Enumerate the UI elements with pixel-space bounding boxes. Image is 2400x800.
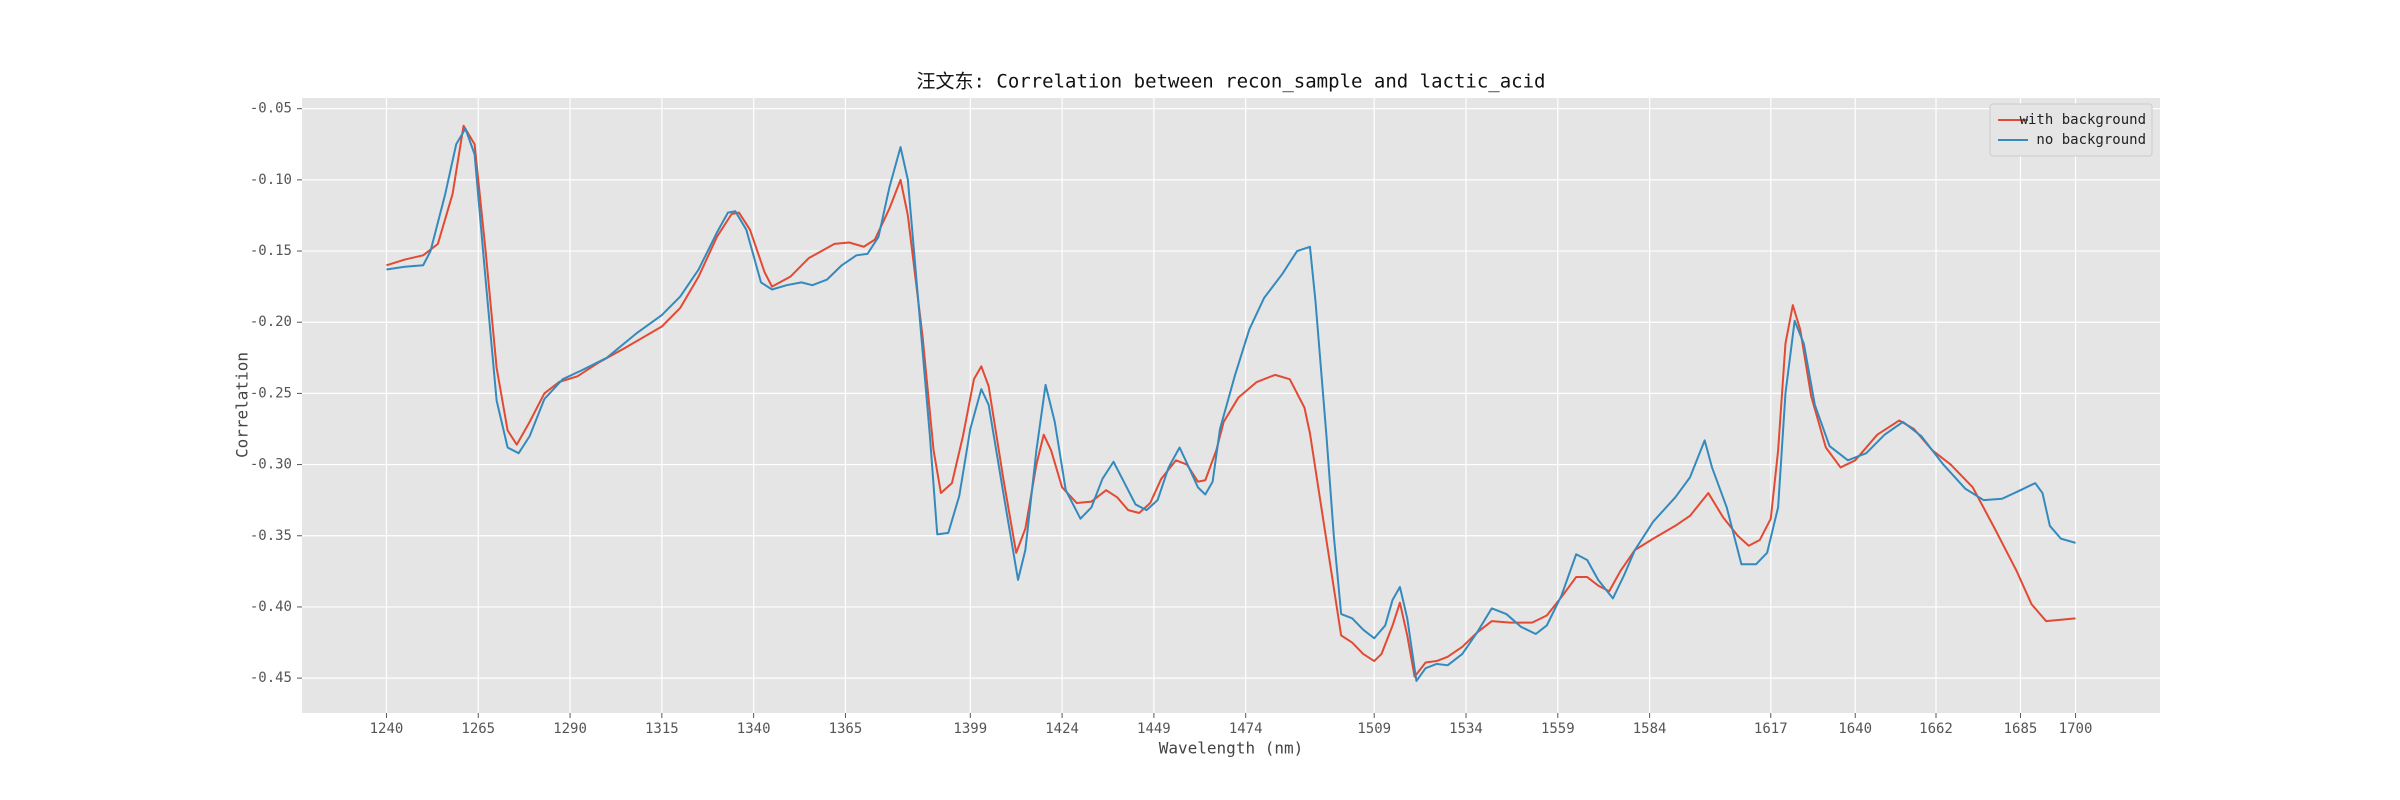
y-tick-label: -0.45: [250, 670, 292, 686]
legend-label: no background: [2036, 132, 2146, 148]
y-tick-label: -0.10: [250, 172, 292, 188]
x-tick-label: 1449: [1137, 721, 1171, 737]
y-tick-label: -0.05: [250, 101, 292, 117]
x-tick-label: 1509: [1357, 721, 1391, 737]
x-tick-label: 1700: [2059, 721, 2093, 737]
ticks: 1240 1265 1290 1315 1340 1365 1399 1424 1449 1474…: [250, 101, 2093, 737]
y-tick-label: -0.30: [250, 457, 292, 473]
series-line: [386, 127, 2076, 682]
plot-background: [302, 98, 2160, 713]
x-tick-label: 1640: [1838, 721, 1872, 737]
x-tick-label: 1534: [1449, 721, 1483, 737]
y-tick-label: -0.35: [250, 528, 292, 544]
x-axis-label: Wavelength (nm): [1159, 739, 1304, 758]
x-tick-label: 1559: [1541, 721, 1575, 737]
x-tick-label: 1315: [645, 721, 679, 737]
x-tick-label: 1584: [1633, 721, 1667, 737]
y-tick-label: -0.25: [250, 385, 292, 401]
legend: with background no background: [1989, 103, 2153, 157]
grid: [302, 98, 2160, 713]
x-tick-label: 1290: [553, 721, 587, 737]
x-tick-label: 1399: [953, 721, 987, 737]
x-tick-label: 1240: [370, 721, 404, 737]
x-tick-label: 1662: [1919, 721, 1953, 737]
y-tick-label: -0.40: [250, 599, 292, 615]
lines: [386, 124, 2076, 682]
y-tick-label: -0.15: [250, 243, 292, 259]
y-axis-label: Correlation: [233, 352, 252, 458]
legend-box: [1989, 103, 2153, 157]
x-tick-label: 1365: [829, 721, 863, 737]
x-tick-label: 1685: [2004, 721, 2038, 737]
x-tick-label: 1617: [1754, 721, 1788, 737]
chart-title: 汪文东: Correlation between recon_sample an…: [917, 71, 1546, 93]
y-tick-label: -0.20: [250, 314, 292, 330]
x-tick-label: 1474: [1229, 721, 1263, 737]
x-tick-label: 1424: [1045, 721, 1079, 737]
x-tick-label: 1340: [737, 721, 771, 737]
x-tick-label: 1265: [461, 721, 495, 737]
legend-label: with background: [2020, 112, 2146, 128]
